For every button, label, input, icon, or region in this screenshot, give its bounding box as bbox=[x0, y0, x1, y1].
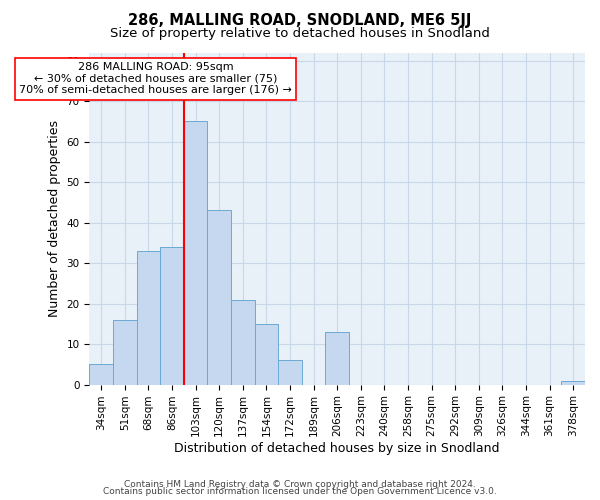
Bar bbox=[160, 247, 184, 384]
Bar bbox=[254, 324, 278, 384]
Bar bbox=[562, 380, 585, 384]
Bar bbox=[278, 360, 302, 384]
Text: Contains public sector information licensed under the Open Government Licence v3: Contains public sector information licen… bbox=[103, 487, 497, 496]
Text: 286, MALLING ROAD, SNODLAND, ME6 5JJ: 286, MALLING ROAD, SNODLAND, ME6 5JJ bbox=[128, 12, 472, 28]
Text: Contains HM Land Registry data © Crown copyright and database right 2024.: Contains HM Land Registry data © Crown c… bbox=[124, 480, 476, 489]
Bar bbox=[231, 300, 254, 384]
Text: 286 MALLING ROAD: 95sqm
← 30% of detached houses are smaller (75)
70% of semi-de: 286 MALLING ROAD: 95sqm ← 30% of detache… bbox=[19, 62, 292, 96]
Text: Size of property relative to detached houses in Snodland: Size of property relative to detached ho… bbox=[110, 28, 490, 40]
Bar bbox=[137, 251, 160, 384]
Bar bbox=[325, 332, 349, 384]
Bar bbox=[184, 122, 208, 384]
Bar bbox=[89, 364, 113, 384]
Bar bbox=[208, 210, 231, 384]
X-axis label: Distribution of detached houses by size in Snodland: Distribution of detached houses by size … bbox=[175, 442, 500, 455]
Y-axis label: Number of detached properties: Number of detached properties bbox=[48, 120, 61, 317]
Bar bbox=[113, 320, 137, 384]
